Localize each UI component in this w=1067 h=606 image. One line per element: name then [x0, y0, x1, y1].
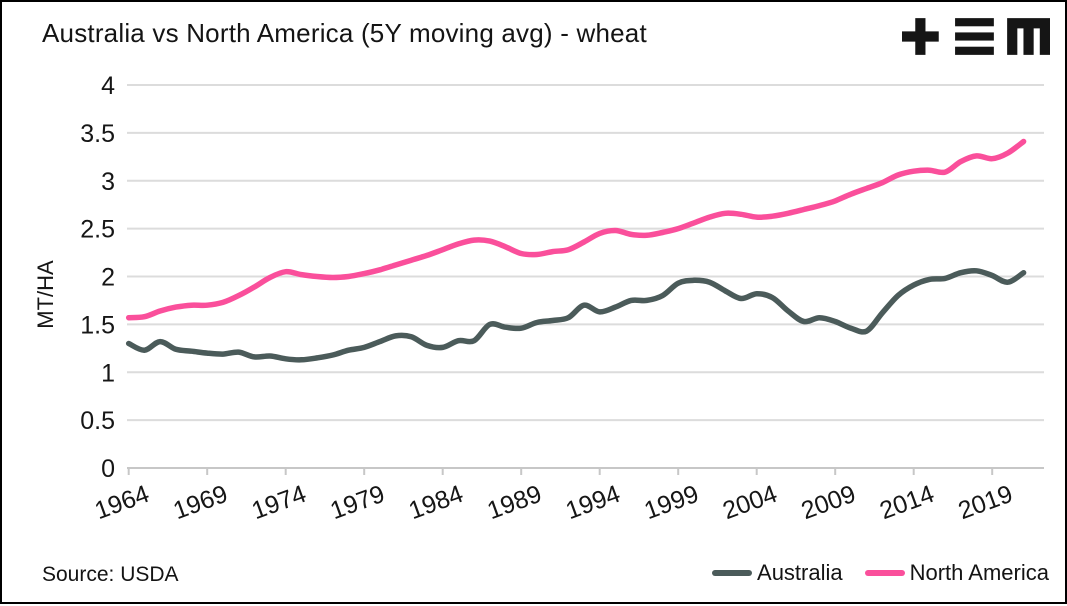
tem-logo [902, 18, 1050, 55]
series-line-north-america [125, 138, 1027, 321]
australia-line-swatch [712, 570, 753, 576]
series-line-australia [125, 267, 1027, 363]
x-tick-label: 1999 [641, 480, 703, 525]
y-tick-label: 4 [101, 72, 115, 100]
y-tick-label: 2 [101, 264, 115, 292]
source-note: Source: USDA [42, 563, 179, 586]
x-tick-label: 2009 [798, 480, 860, 525]
north-america-line-swatch [864, 570, 905, 576]
legend-label-north-america: North America [909, 560, 1049, 585]
y-tick-label: 0.5 [80, 407, 115, 435]
y-tick-label: 0 [101, 455, 115, 483]
y-tick-label: 1.5 [80, 311, 115, 339]
chart-legend: Australia North America [712, 560, 1049, 586]
x-tick-label: 1974 [248, 480, 310, 525]
logo-equals-icon [955, 18, 994, 55]
y-tick-label: 1 [101, 359, 115, 387]
logo-m-icon [1007, 18, 1050, 55]
y-tick-label: 2.5 [80, 216, 115, 244]
x-tick-label: 2014 [876, 480, 938, 525]
x-tick-label: 1989 [484, 480, 546, 525]
logo-plus-icon [902, 18, 939, 55]
x-tick-label: 1984 [405, 480, 467, 525]
x-tick-label: 1969 [170, 480, 232, 525]
x-tick-label: 1994 [562, 480, 624, 525]
x-tick-label: 2019 [955, 480, 1017, 525]
legend-label-australia: Australia [757, 560, 843, 585]
y-tick-label: 3 [101, 168, 115, 196]
x-tick-label: 1979 [327, 480, 389, 525]
y-axis-title: MT/HA [33, 260, 58, 329]
x-tick-label: 1964 [91, 480, 153, 525]
y-tick-label: 3.5 [80, 120, 115, 148]
x-tick-label: 2004 [719, 480, 781, 525]
page-title: Australia vs North America (5Y moving av… [42, 18, 647, 48]
